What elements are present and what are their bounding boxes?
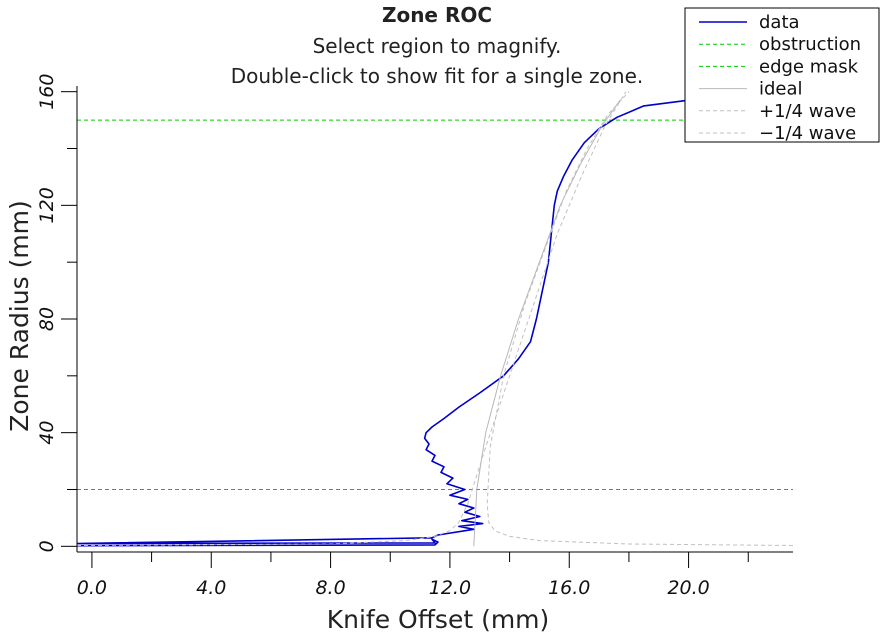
x-tick-label: 12.0 xyxy=(429,577,471,599)
x-tick-label: 20.0 xyxy=(667,577,709,599)
chart-subtitle-line-1: Select region to magnify. xyxy=(313,34,562,58)
series-data-line xyxy=(77,90,788,547)
x-tick-label: 16.0 xyxy=(548,577,590,599)
legend-box xyxy=(684,7,880,143)
legend-entry-label: obstruction xyxy=(759,34,861,55)
plot-area[interactable] xyxy=(77,90,793,547)
series-minus_quarter_wave-line xyxy=(486,91,793,546)
y-tick-label: 120 xyxy=(36,187,58,223)
axes: 0.0 4.0 8.0 12.0 16.0 20.0 0 40 80 120 160 xyxy=(36,74,793,599)
x-axis-label: Knife Offset (mm) xyxy=(327,605,550,634)
x-tick-label: 8.0 xyxy=(315,577,345,599)
chart-subtitle-line-2: Double-click to show fit for a single zo… xyxy=(231,64,644,88)
legend-entry-label: +1/4 wave xyxy=(759,101,856,122)
legend-entry-label: ideal xyxy=(759,79,803,100)
y-tick-label: 80 xyxy=(36,307,58,331)
legend-entry-label: data xyxy=(759,12,800,33)
chart-title: Zone ROC xyxy=(382,3,492,27)
legend-entry-label: edge mask xyxy=(759,56,859,77)
legend-entry-label: −1/4 wave xyxy=(759,123,856,144)
y-tick-label: 0 xyxy=(36,540,58,552)
y-axis-label: Zone Radius (mm) xyxy=(5,200,34,432)
y-tick-label: 160 xyxy=(36,74,58,110)
x-tick-label: 4.0 xyxy=(196,577,226,599)
series-plus_quarter_wave-line xyxy=(77,91,627,546)
y-tick-label: 40 xyxy=(36,421,58,445)
x-tick-label: 0.0 xyxy=(77,577,107,599)
